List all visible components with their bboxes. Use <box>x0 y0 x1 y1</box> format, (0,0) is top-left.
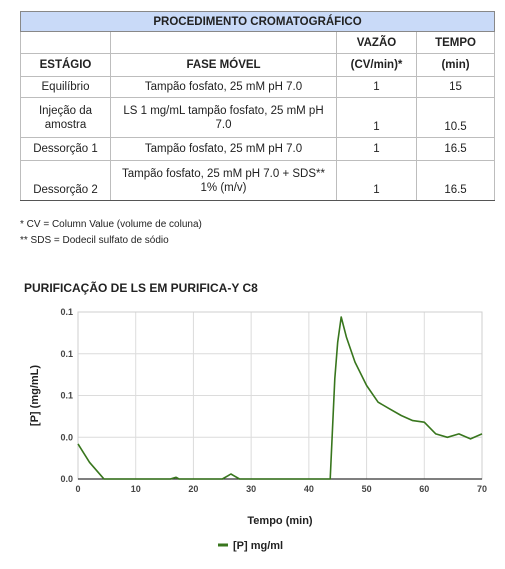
table-row: Dessorção 1 Tampão fosfato, 25 mM pH 7.0… <box>20 137 496 161</box>
cell-vazao: 1 <box>336 160 417 201</box>
x-tick-label: 70 <box>477 484 487 494</box>
y-axis-title: [P] (mg/mL) <box>29 365 41 426</box>
footnote-sds: ** SDS = Dodecil sulfato de sódio <box>20 235 169 246</box>
table-row: Dessorção 2 Tampão fosfato, 25 mM pH 7.0… <box>20 160 496 201</box>
x-axis-title: Tempo (min) <box>247 515 313 527</box>
y-tick-label: 0.0 <box>60 474 73 484</box>
header-estagio: ESTÁGIO <box>20 53 111 77</box>
cell-fase: LS 1 mg/mL tampão fosfato, 25 mM pH 7.0 <box>110 97 337 138</box>
header-tempo: TEMPO <box>415 31 496 54</box>
cell-vazao: 1 <box>336 137 417 161</box>
footnote-cv: * CV = Column Value (volume de coluna) <box>20 219 202 230</box>
header-vazao-unit: (CV/min)* <box>336 53 417 77</box>
y-tick-label: 0.1 <box>60 391 73 401</box>
x-tick-label: 60 <box>419 484 429 494</box>
y-tick-label: 0.1 <box>60 307 73 317</box>
cell-estagio: Injeção da amostra <box>20 97 111 138</box>
chromatography-procedure-table: PROCEDIMENTO CROMATOGRÁFICO VAZÃO TEMPO … <box>19 11 496 201</box>
cell-estagio: Equilíbrio <box>20 76 111 98</box>
cell-estagio: Dessorção 2 <box>20 160 111 201</box>
table-row: Injeção da amostra LS 1 mg/mL tampão fos… <box>20 97 496 138</box>
cell-tempo: 16.5 <box>415 160 496 201</box>
cell-fase: Tampão fosfato, 25 mM pH 7.0 <box>110 137 337 161</box>
x-tick-label: 50 <box>362 484 372 494</box>
chart-title: PURIFICAÇÃO DE LS EM PURIFICA-Y C8 <box>24 281 258 295</box>
x-tick-label: 0 <box>75 484 80 494</box>
y-tick-label: 0.1 <box>60 349 73 359</box>
x-tick-label: 30 <box>246 484 256 494</box>
header-tempo-unit: (min) <box>415 53 496 77</box>
table-title: PROCEDIMENTO CROMATOGRÁFICO <box>19 11 496 32</box>
x-tick-label: 10 <box>131 484 141 494</box>
cell-fase: Tampão fosfato, 25 mM pH 7.0 <box>110 76 337 98</box>
legend-label: [P] mg/ml <box>233 540 283 552</box>
series-line <box>77 316 483 480</box>
cell-fase: Tampão fosfato, 25 mM pH 7.0 + SDS** 1% … <box>110 160 337 201</box>
header-fase-movel: FASE MÓVEL <box>110 53 337 77</box>
y-tick-label: 0.0 <box>60 432 73 442</box>
x-tick-label: 40 <box>304 484 314 494</box>
table-row: Equilíbrio Tampão fosfato, 25 mM pH 7.0 … <box>20 76 496 98</box>
x-tick-label: 20 <box>188 484 198 494</box>
